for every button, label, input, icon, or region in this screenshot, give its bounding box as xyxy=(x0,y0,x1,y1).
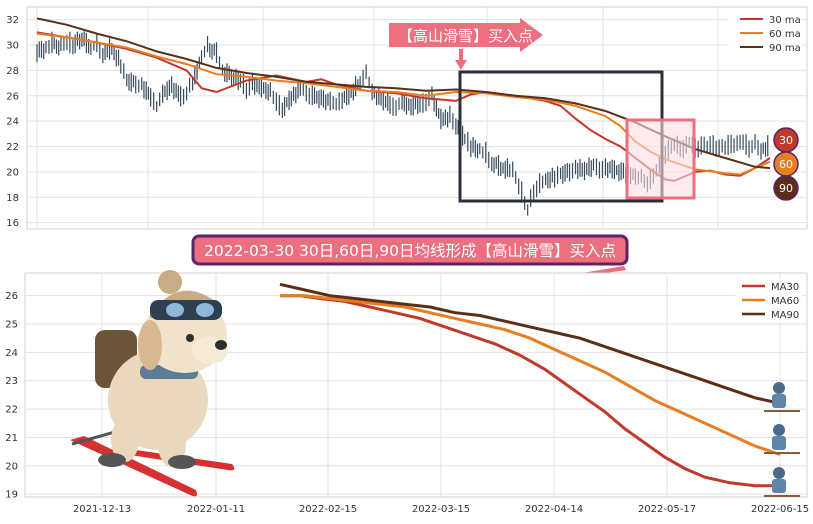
bottom-y-tick-26: 26 xyxy=(5,291,18,302)
bottom-y-tick-25: 25 xyxy=(5,320,18,331)
ma-badges: 30 60 90 xyxy=(773,127,799,201)
skier-sprite-1 xyxy=(764,424,800,454)
legend-label-ma90: MA90 xyxy=(771,310,799,321)
callout-label: 【高山滑雪】买入点 xyxy=(398,27,533,45)
legend-label-ma30: MA30 xyxy=(771,282,799,293)
badge-30-label: 30 xyxy=(779,134,793,147)
banner-label: 2022-03-30 30日,60日,90日均线形成【高山滑雪】买入点 xyxy=(204,242,616,260)
bottom-x-tick-2022-03-15: 2022-03-15 xyxy=(412,504,470,515)
top-y-tick-22: 22 xyxy=(6,142,19,153)
callout-arrow-shape xyxy=(389,18,543,52)
skier-body xyxy=(772,394,786,408)
top-y-tick-28: 28 xyxy=(6,66,19,77)
bottom-x-tick-2022-04-14: 2022-04-14 xyxy=(525,504,583,515)
bottom-y-tick-24: 24 xyxy=(5,348,18,359)
top-legend: 30 ma 60 ma 90 ma xyxy=(728,12,802,57)
boot-left xyxy=(98,453,126,467)
legend-label-60ma: 60 ma xyxy=(769,29,801,40)
goggle-lens-left xyxy=(166,303,184,317)
legend-label-ma60: MA60 xyxy=(771,296,799,307)
skier-sprite-0 xyxy=(764,382,800,412)
bottom-series-ma90 xyxy=(279,282,781,405)
bottom-y-tick-22: 22 xyxy=(5,405,18,416)
skier-head xyxy=(773,467,785,479)
dog-leg-left xyxy=(111,418,139,462)
top-y-tick-labels: 16 18 20 22 24 26 28 30 32 xyxy=(6,15,19,229)
callout-pointer-arrow xyxy=(455,49,467,70)
bottom-series-ma60 xyxy=(280,294,781,456)
skier-body xyxy=(772,479,786,493)
pink-highlight-box xyxy=(625,118,696,200)
legend-label-90ma: 90 ma xyxy=(769,43,801,54)
bottom-x-tick-2022-02-15: 2022-02-15 xyxy=(299,504,357,515)
legend-label-30ma: 30 ma xyxy=(769,15,801,26)
top-y-tick-32: 32 xyxy=(6,15,19,26)
annotation-banner: 2022-03-30 30日,60日,90日均线形成【高山滑雪】买入点 xyxy=(191,234,629,285)
dog-eye xyxy=(186,334,194,342)
badge-90-label: 90 xyxy=(779,182,793,195)
skier-sprite-2 xyxy=(764,467,800,497)
bottom-y-tick-19: 19 xyxy=(5,490,18,501)
boot-right xyxy=(168,455,196,469)
goggle-lens-right xyxy=(196,303,214,317)
top-y-tick-16: 16 xyxy=(6,218,19,229)
top-y-tick-24: 24 xyxy=(6,117,19,128)
bottom-ma-lines xyxy=(279,282,781,488)
badge-90 xyxy=(773,175,799,201)
skier-sprites xyxy=(764,382,800,497)
bottom-x-tick-labels: 2021-12-13 2022-01-11 2022-02-15 2022-03-15… xyxy=(73,504,809,515)
bottom-x-tick-2022-05-17: 2022-05-17 xyxy=(638,504,696,515)
bottom-x-tick-2022-06-15: 2022-06-15 xyxy=(751,504,809,515)
top-y-tick-30: 30 xyxy=(6,41,19,52)
skiing-dog-illustration xyxy=(70,270,235,497)
skier-head xyxy=(773,424,785,436)
bottom-y-tick-21: 21 xyxy=(5,433,18,444)
top-callout: 【高山滑雪】买入点 xyxy=(389,18,543,70)
bottom-y-tick-labels: 19 20 21 22 23 24 25 26 xyxy=(5,291,18,500)
beanie-pompom xyxy=(158,270,182,294)
top-panel: 16 18 20 22 24 26 28 30 32 【高山滑雪】买入点 30 ma 60 ma… xyxy=(6,6,808,230)
top-y-tick-26: 26 xyxy=(6,91,19,102)
skier-body xyxy=(772,436,786,450)
ski-left xyxy=(70,436,197,497)
bottom-y-tick-20: 20 xyxy=(5,461,18,472)
dog-nose xyxy=(215,340,227,350)
bottom-series-ma30 xyxy=(280,294,780,488)
skier-head xyxy=(773,382,785,394)
bottom-x-tick-2021-12-13: 2021-12-13 xyxy=(73,504,131,515)
top-y-tick-20: 20 xyxy=(6,167,19,178)
badge-60-label: 60 xyxy=(779,158,793,171)
bottom-legend: MA30 MA60 MA90 xyxy=(735,279,802,323)
top-y-tick-18: 18 xyxy=(6,193,19,204)
dog-ear xyxy=(138,320,162,370)
bottom-y-tick-23: 23 xyxy=(5,376,18,387)
banner-box xyxy=(191,234,629,266)
bottom-x-tick-2022-01-11: 2022-01-11 xyxy=(187,504,245,515)
